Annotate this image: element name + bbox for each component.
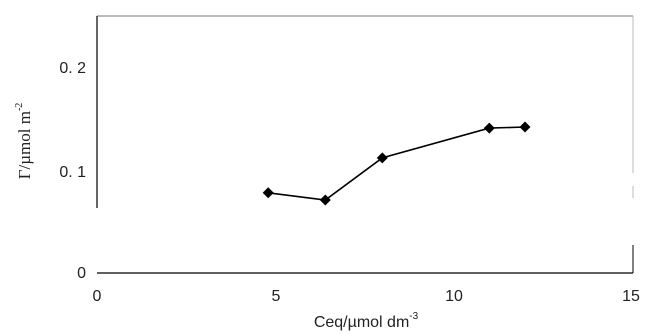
y-axis-title-main: Γ/µmol m — [15, 111, 34, 179]
x-tick-label-5: 5 — [272, 288, 281, 305]
y-axis-title-sup: -2 — [14, 103, 25, 111]
y-axis-title: Γ/µmol m-2 — [14, 103, 34, 180]
series-layer — [262, 121, 531, 206]
x-tick-label-0: 0 — [93, 288, 102, 305]
y-tick-label-0-1: 0. 1 — [59, 164, 86, 181]
x-axis-title-sup: -3 — [409, 311, 418, 322]
data-point-3 — [483, 122, 495, 134]
y-tick-label-0-2: 0. 2 — [59, 60, 86, 77]
data-point-2 — [376, 152, 388, 164]
data-point-1 — [319, 194, 331, 206]
data-point-0 — [262, 187, 274, 199]
series-line-0 — [268, 126, 526, 201]
x-axis-title-main: Ceq/µmol dm — [314, 314, 409, 331]
x-tick-label-10: 10 — [445, 288, 463, 305]
data-point-4 — [519, 121, 531, 133]
x-axis-title: Ceq/µmol dm-3 — [314, 311, 419, 331]
x-tick-label-15: 15 — [622, 288, 640, 305]
y-tick-label-0: 0 — [77, 265, 86, 282]
